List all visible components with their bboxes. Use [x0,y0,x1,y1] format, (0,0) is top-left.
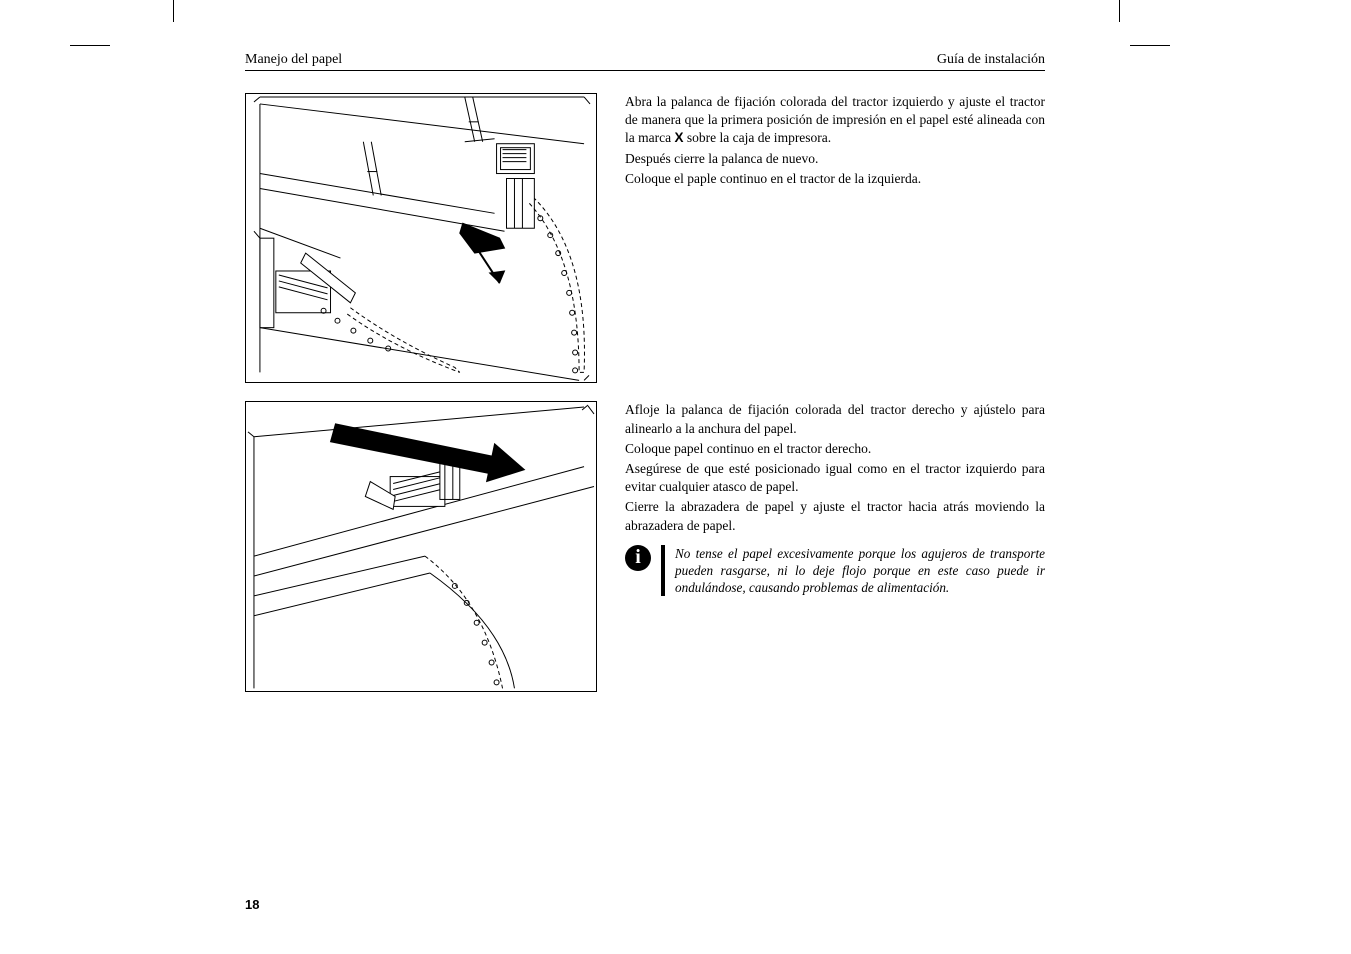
s2-p1: Afloje la palanca de fijación colorada d… [625,401,1045,437]
info-icon: i [625,545,651,571]
s2-p2: Coloque papel continuo en el tractor der… [625,440,1045,458]
info-glyph: i [635,547,641,567]
page-content: Manejo del papel Guía de instalación [245,52,1045,710]
s2-p4: Cierre la abrazadera de papel y ajuste e… [625,498,1045,534]
s1-p1: Abra la palanca de fijación colorada del… [625,93,1045,148]
page-header: Manejo del papel Guía de instalación [245,52,1045,71]
header-right: Guía de instalación [937,52,1045,68]
header-left: Manejo del papel [245,52,342,68]
figure-left-tractor [245,93,597,383]
section-2: Afloje la palanca de fijación colorada d… [245,401,1045,691]
section-1-text: Abra la palanca de fijación colorada del… [625,93,1045,190]
note-block: i No tense el papel excesivamente porque… [625,545,1045,596]
page-number: 18 [245,897,259,912]
note-bar [661,545,665,596]
s1-p2: Después cierre la palanca de nuevo. [625,150,1045,168]
section-1: Abra la palanca de fijación colorada del… [245,93,1045,383]
note-text: No tense el papel excesivamente porque l… [675,545,1045,596]
s2-p3: Asegúrese de que esté posicionado igual … [625,460,1045,496]
s1-p3: Coloque el paple continuo en el tractor … [625,170,1045,188]
section-2-text: Afloje la palanca de fijación colorada d… [625,401,1045,596]
figure-right-tractor [245,401,597,691]
s1-p1-b: sobre la caja de impresora. [683,130,831,145]
